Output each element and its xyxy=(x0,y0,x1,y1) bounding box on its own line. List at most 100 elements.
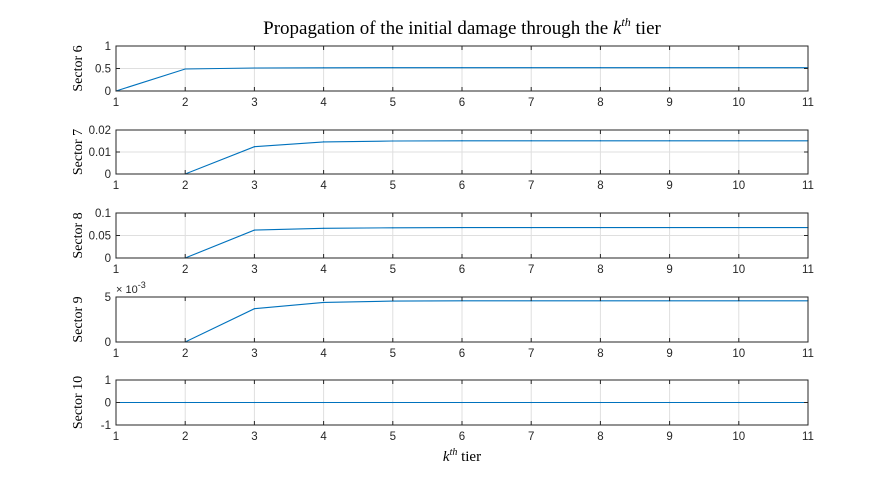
x-tick-label: 9 xyxy=(666,264,672,276)
y-axis-label: Sector 7 xyxy=(71,129,86,175)
x-tick-label: 5 xyxy=(390,97,396,109)
x-tick-label: 4 xyxy=(320,97,327,109)
data-point xyxy=(599,140,602,142)
data-point xyxy=(599,227,602,229)
data-point xyxy=(738,67,740,69)
y-tick-label: 0 xyxy=(105,398,111,410)
data-point xyxy=(738,140,740,142)
x-tick-label: 5 xyxy=(390,431,396,443)
x-tick-label: 2 xyxy=(182,348,188,360)
y-tick-label: 0 xyxy=(105,253,111,265)
x-tick-label: 10 xyxy=(732,264,745,276)
x-tick-label: 11 xyxy=(802,180,814,192)
y-tick-label: 1 xyxy=(105,41,111,53)
x-tick-label: 8 xyxy=(597,264,603,276)
x-tick-label: 2 xyxy=(182,97,188,109)
x-tick-label: 3 xyxy=(251,97,257,109)
x-tick-label: 4 xyxy=(320,264,327,276)
x-tick-label: 9 xyxy=(666,180,672,192)
title-tail: tier xyxy=(631,18,662,39)
x-tick-label: 1 xyxy=(113,180,119,192)
y-tick-label: 0.02 xyxy=(89,125,111,137)
data-point xyxy=(323,141,325,143)
x-tick-label: 6 xyxy=(459,180,465,192)
data-point xyxy=(530,227,532,229)
x-tick-label: 7 xyxy=(528,431,534,443)
exponent-power: -3 xyxy=(138,280,146,290)
figure-title: Propagation of the initial damage throug… xyxy=(263,15,661,39)
y-axis-label: Sector 8 xyxy=(71,212,86,258)
x-tick-label: 9 xyxy=(666,431,672,443)
data-point xyxy=(599,67,602,69)
x-tick-label: 3 xyxy=(251,431,257,443)
xlabel-tail: tier xyxy=(457,449,481,465)
x-tick-label: 11 xyxy=(802,348,814,360)
data-point xyxy=(253,308,255,310)
x-tick-label: 8 xyxy=(597,97,603,109)
data-point xyxy=(253,67,255,69)
x-tick-label: 7 xyxy=(528,97,534,109)
x-tick-label: 11 xyxy=(802,431,814,443)
x-tick-label: 9 xyxy=(666,348,672,360)
subplot-5: 1 2 3 4 5 6 7 8 9 10 11 -1 0 1 Sector 10 xyxy=(71,375,814,443)
subplot-4: 1 2 3 4 5 6 7 8 9 10 11 0 5 × 10-3 Sector 9 xyxy=(71,280,814,360)
data-point xyxy=(253,401,255,404)
data-point xyxy=(323,67,325,69)
x-tick-label: 6 xyxy=(459,431,465,443)
y-tick-label: -1 xyxy=(101,420,111,432)
x-tick-label: 6 xyxy=(459,97,465,109)
data-point xyxy=(530,140,532,142)
x-tick-label: 7 xyxy=(528,348,534,360)
x-tick-label: 8 xyxy=(597,431,603,443)
x-tick-label: 8 xyxy=(597,348,603,360)
x-tick-label: 1 xyxy=(113,97,119,109)
data-point xyxy=(461,67,463,69)
data-point xyxy=(323,301,325,303)
x-tick-label: 10 xyxy=(732,97,745,109)
title-main: Propagation of the initial damage throug… xyxy=(263,18,613,39)
x-tick-label: 2 xyxy=(182,264,188,276)
title-sup: th xyxy=(621,15,630,29)
data-point xyxy=(184,401,186,404)
x-tick-label: 3 xyxy=(251,348,257,360)
data-point xyxy=(461,227,463,229)
data-point xyxy=(530,401,532,404)
subplot-1: 1 2 3 4 5 6 7 8 9 10 11 0 0.5 1 Sector 6 xyxy=(71,41,814,109)
data-point xyxy=(392,227,394,229)
y-axis-label: Sector 9 xyxy=(71,296,86,342)
data-point xyxy=(253,146,255,148)
x-tick-label: 3 xyxy=(251,264,257,276)
xlabel-k: k xyxy=(443,449,450,465)
subplot-3: 1 2 3 4 5 6 7 8 9 10 11 0 0.05 0.1 Sector 8 xyxy=(71,208,814,276)
x-tick-label: 1 xyxy=(113,348,119,360)
data-point xyxy=(392,140,394,142)
x-tick-label: 3 xyxy=(251,180,257,192)
title-k: k xyxy=(613,18,622,39)
data-point xyxy=(184,68,186,70)
y-tick-label: 0.1 xyxy=(95,208,111,220)
x-tick-label: 2 xyxy=(182,180,188,192)
y-tick-label: 1 xyxy=(105,375,111,387)
x-tick-label: 10 xyxy=(732,348,745,360)
data-point xyxy=(738,227,740,229)
data-point xyxy=(392,401,394,404)
y-tick-label: 0.01 xyxy=(89,147,111,159)
x-tick-label: 7 xyxy=(528,264,534,276)
exponent-base: × 10 xyxy=(116,284,138,296)
x-tick-label: 5 xyxy=(390,180,396,192)
y-tick-label: 0 xyxy=(105,337,111,349)
x-tick-label: 5 xyxy=(390,264,396,276)
y-tick-label: 0 xyxy=(105,169,111,181)
data-point xyxy=(599,401,602,404)
x-tick-label: 1 xyxy=(113,431,119,443)
x-tick-label: 9 xyxy=(666,97,672,109)
y-exponent-label: × 10-3 xyxy=(116,280,146,296)
xlabel-sup: th xyxy=(450,447,458,458)
y-axis-label: Sector 6 xyxy=(71,45,86,91)
y-tick-label: 0.5 xyxy=(95,64,111,76)
x-tick-label: 4 xyxy=(320,431,327,443)
x-tick-label: 11 xyxy=(802,97,814,109)
x-tick-label: 11 xyxy=(802,264,814,276)
